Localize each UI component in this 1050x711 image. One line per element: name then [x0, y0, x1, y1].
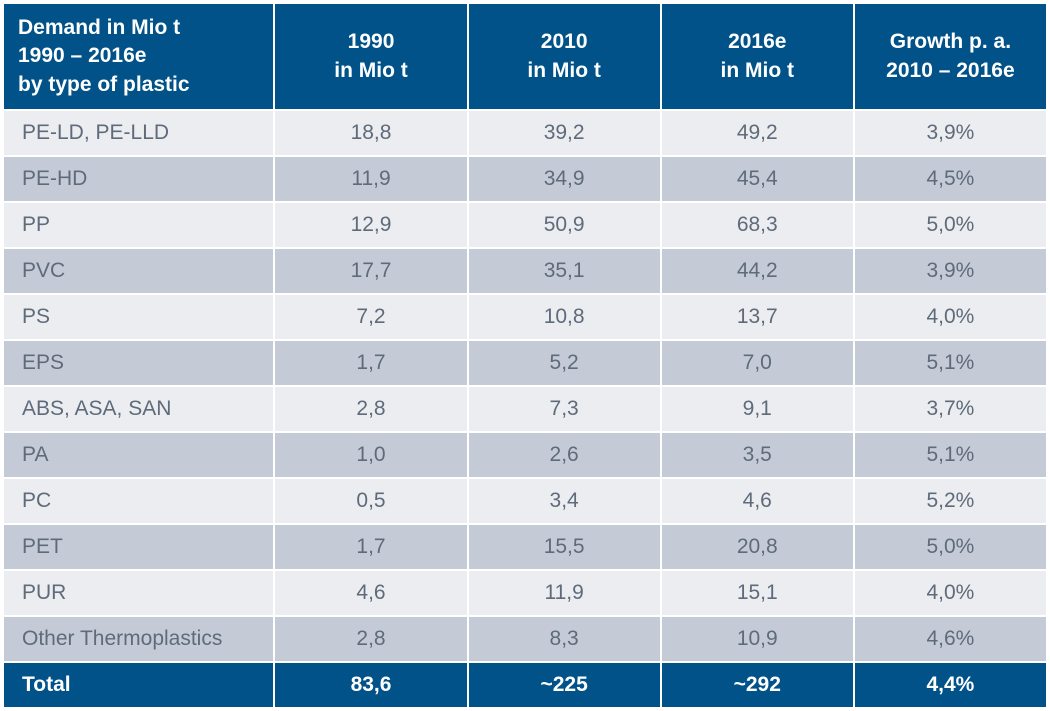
table-row: PS7,210,813,74,0% [3, 294, 1047, 340]
row-value: 10,9 [661, 616, 854, 662]
row-label: PC [3, 478, 274, 524]
row-value: 11,9 [274, 156, 467, 202]
row-label: PS [3, 294, 274, 340]
row-value: 15,5 [468, 524, 661, 570]
row-value: 50,9 [468, 202, 661, 248]
total-label: Total [3, 662, 274, 708]
row-value: 45,4 [661, 156, 854, 202]
row-value: 7,3 [468, 386, 661, 432]
row-value: 2,8 [274, 386, 467, 432]
row-value: 10,8 [468, 294, 661, 340]
row-value: 11,9 [468, 570, 661, 616]
row-value: 2,6 [468, 432, 661, 478]
row-label: EPS [3, 340, 274, 386]
row-value: 7,2 [274, 294, 467, 340]
column-header-2: 2010in Mio t [468, 3, 661, 110]
row-value: 3,4 [468, 478, 661, 524]
row-value: 3,7% [854, 386, 1047, 432]
table-row: PE-HD11,934,945,44,5% [3, 156, 1047, 202]
row-value: 34,9 [468, 156, 661, 202]
row-value: 5,1% [854, 432, 1047, 478]
row-label: PA [3, 432, 274, 478]
row-value: 44,2 [661, 248, 854, 294]
column-header-4: Growth p. a.2010 – 2016e [854, 3, 1047, 110]
row-label: PVC [3, 248, 274, 294]
table-row: ABS, ASA, SAN2,87,39,13,7% [3, 386, 1047, 432]
table-row: EPS1,75,27,05,1% [3, 340, 1047, 386]
row-value: 5,0% [854, 524, 1047, 570]
plastics-demand-table: Demand in Mio t1990 – 2016eby type of pl… [0, 0, 1050, 711]
row-value: 49,2 [661, 110, 854, 156]
row-value: 7,0 [661, 340, 854, 386]
table-row: PA1,02,63,55,1% [3, 432, 1047, 478]
row-value: 5,2% [854, 478, 1047, 524]
table-body: PE-LD, PE-LLD18,839,249,23,9%PE-HD11,934… [3, 110, 1047, 662]
row-label: PE-HD [3, 156, 274, 202]
row-value: 3,5 [661, 432, 854, 478]
row-value: 8,3 [468, 616, 661, 662]
row-value: 15,1 [661, 570, 854, 616]
row-value: 39,2 [468, 110, 661, 156]
row-value: 68,3 [661, 202, 854, 248]
row-label: PE-LD, PE-LLD [3, 110, 274, 156]
row-value: 3,9% [854, 248, 1047, 294]
table-row: PP12,950,968,35,0% [3, 202, 1047, 248]
row-value: 1,0 [274, 432, 467, 478]
table-footer: Total83,6~225~2924,4% [3, 662, 1047, 708]
column-header-1: 1990in Mio t [274, 3, 467, 110]
total-value: 83,6 [274, 662, 467, 708]
table-row: Other Thermoplastics2,88,310,94,6% [3, 616, 1047, 662]
row-label: PP [3, 202, 274, 248]
table-header: Demand in Mio t1990 – 2016eby type of pl… [3, 3, 1047, 110]
row-value: 4,6 [661, 478, 854, 524]
total-value: ~292 [661, 662, 854, 708]
table-row: PUR4,611,915,14,0% [3, 570, 1047, 616]
row-value: 20,8 [661, 524, 854, 570]
row-label: PET [3, 524, 274, 570]
row-value: 13,7 [661, 294, 854, 340]
row-value: 4,0% [854, 294, 1047, 340]
table-row: PET1,715,520,85,0% [3, 524, 1047, 570]
table-row: PC0,53,44,65,2% [3, 478, 1047, 524]
column-header-0: Demand in Mio t1990 – 2016eby type of pl… [3, 3, 274, 110]
table-row: PVC17,735,144,23,9% [3, 248, 1047, 294]
data-table: Demand in Mio t1990 – 2016eby type of pl… [2, 2, 1048, 709]
table-row: PE-LD, PE-LLD18,839,249,23,9% [3, 110, 1047, 156]
row-value: 18,8 [274, 110, 467, 156]
row-value: 4,0% [854, 570, 1047, 616]
row-value: 5,2 [468, 340, 661, 386]
row-value: 5,0% [854, 202, 1047, 248]
row-value: 12,9 [274, 202, 467, 248]
row-value: 2,8 [274, 616, 467, 662]
row-value: 1,7 [274, 524, 467, 570]
total-value: 4,4% [854, 662, 1047, 708]
row-value: 4,6 [274, 570, 467, 616]
total-value: ~225 [468, 662, 661, 708]
row-value: 4,6% [854, 616, 1047, 662]
row-value: 0,5 [274, 478, 467, 524]
row-value: 9,1 [661, 386, 854, 432]
row-value: 35,1 [468, 248, 661, 294]
row-label: Other Thermoplastics [3, 616, 274, 662]
row-value: 3,9% [854, 110, 1047, 156]
row-label: PUR [3, 570, 274, 616]
column-header-3: 2016ein Mio t [661, 3, 854, 110]
row-value: 17,7 [274, 248, 467, 294]
row-label: ABS, ASA, SAN [3, 386, 274, 432]
row-value: 1,7 [274, 340, 467, 386]
row-value: 5,1% [854, 340, 1047, 386]
row-value: 4,5% [854, 156, 1047, 202]
